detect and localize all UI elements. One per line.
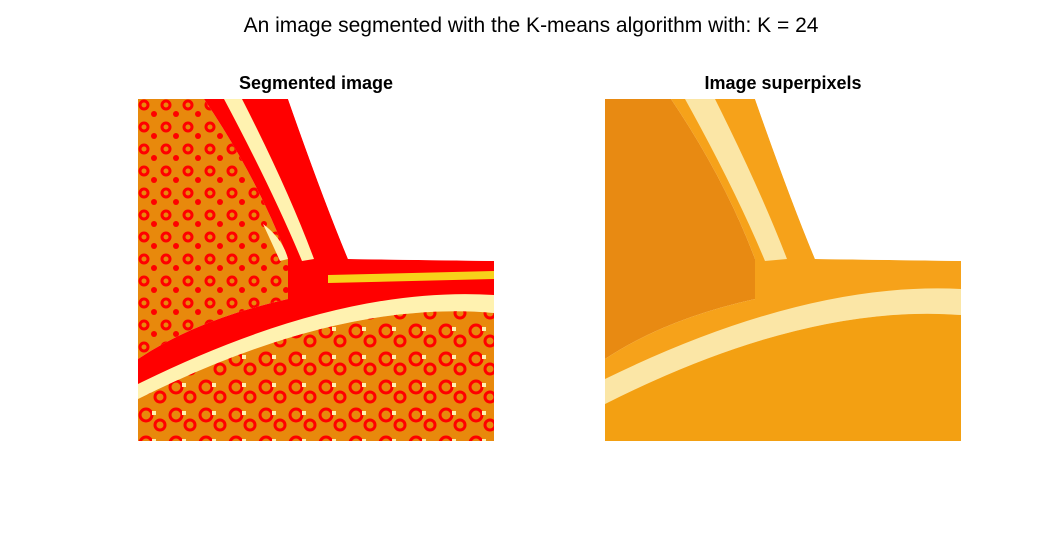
segmented-panel-title: Segmented image bbox=[238, 73, 394, 93]
figure-title: An image segmented with the K-means algo… bbox=[243, 14, 819, 37]
superpixel-panel-title: Image superpixels bbox=[704, 73, 862, 93]
segmented-image bbox=[138, 99, 494, 441]
superpixel-image bbox=[605, 99, 961, 441]
